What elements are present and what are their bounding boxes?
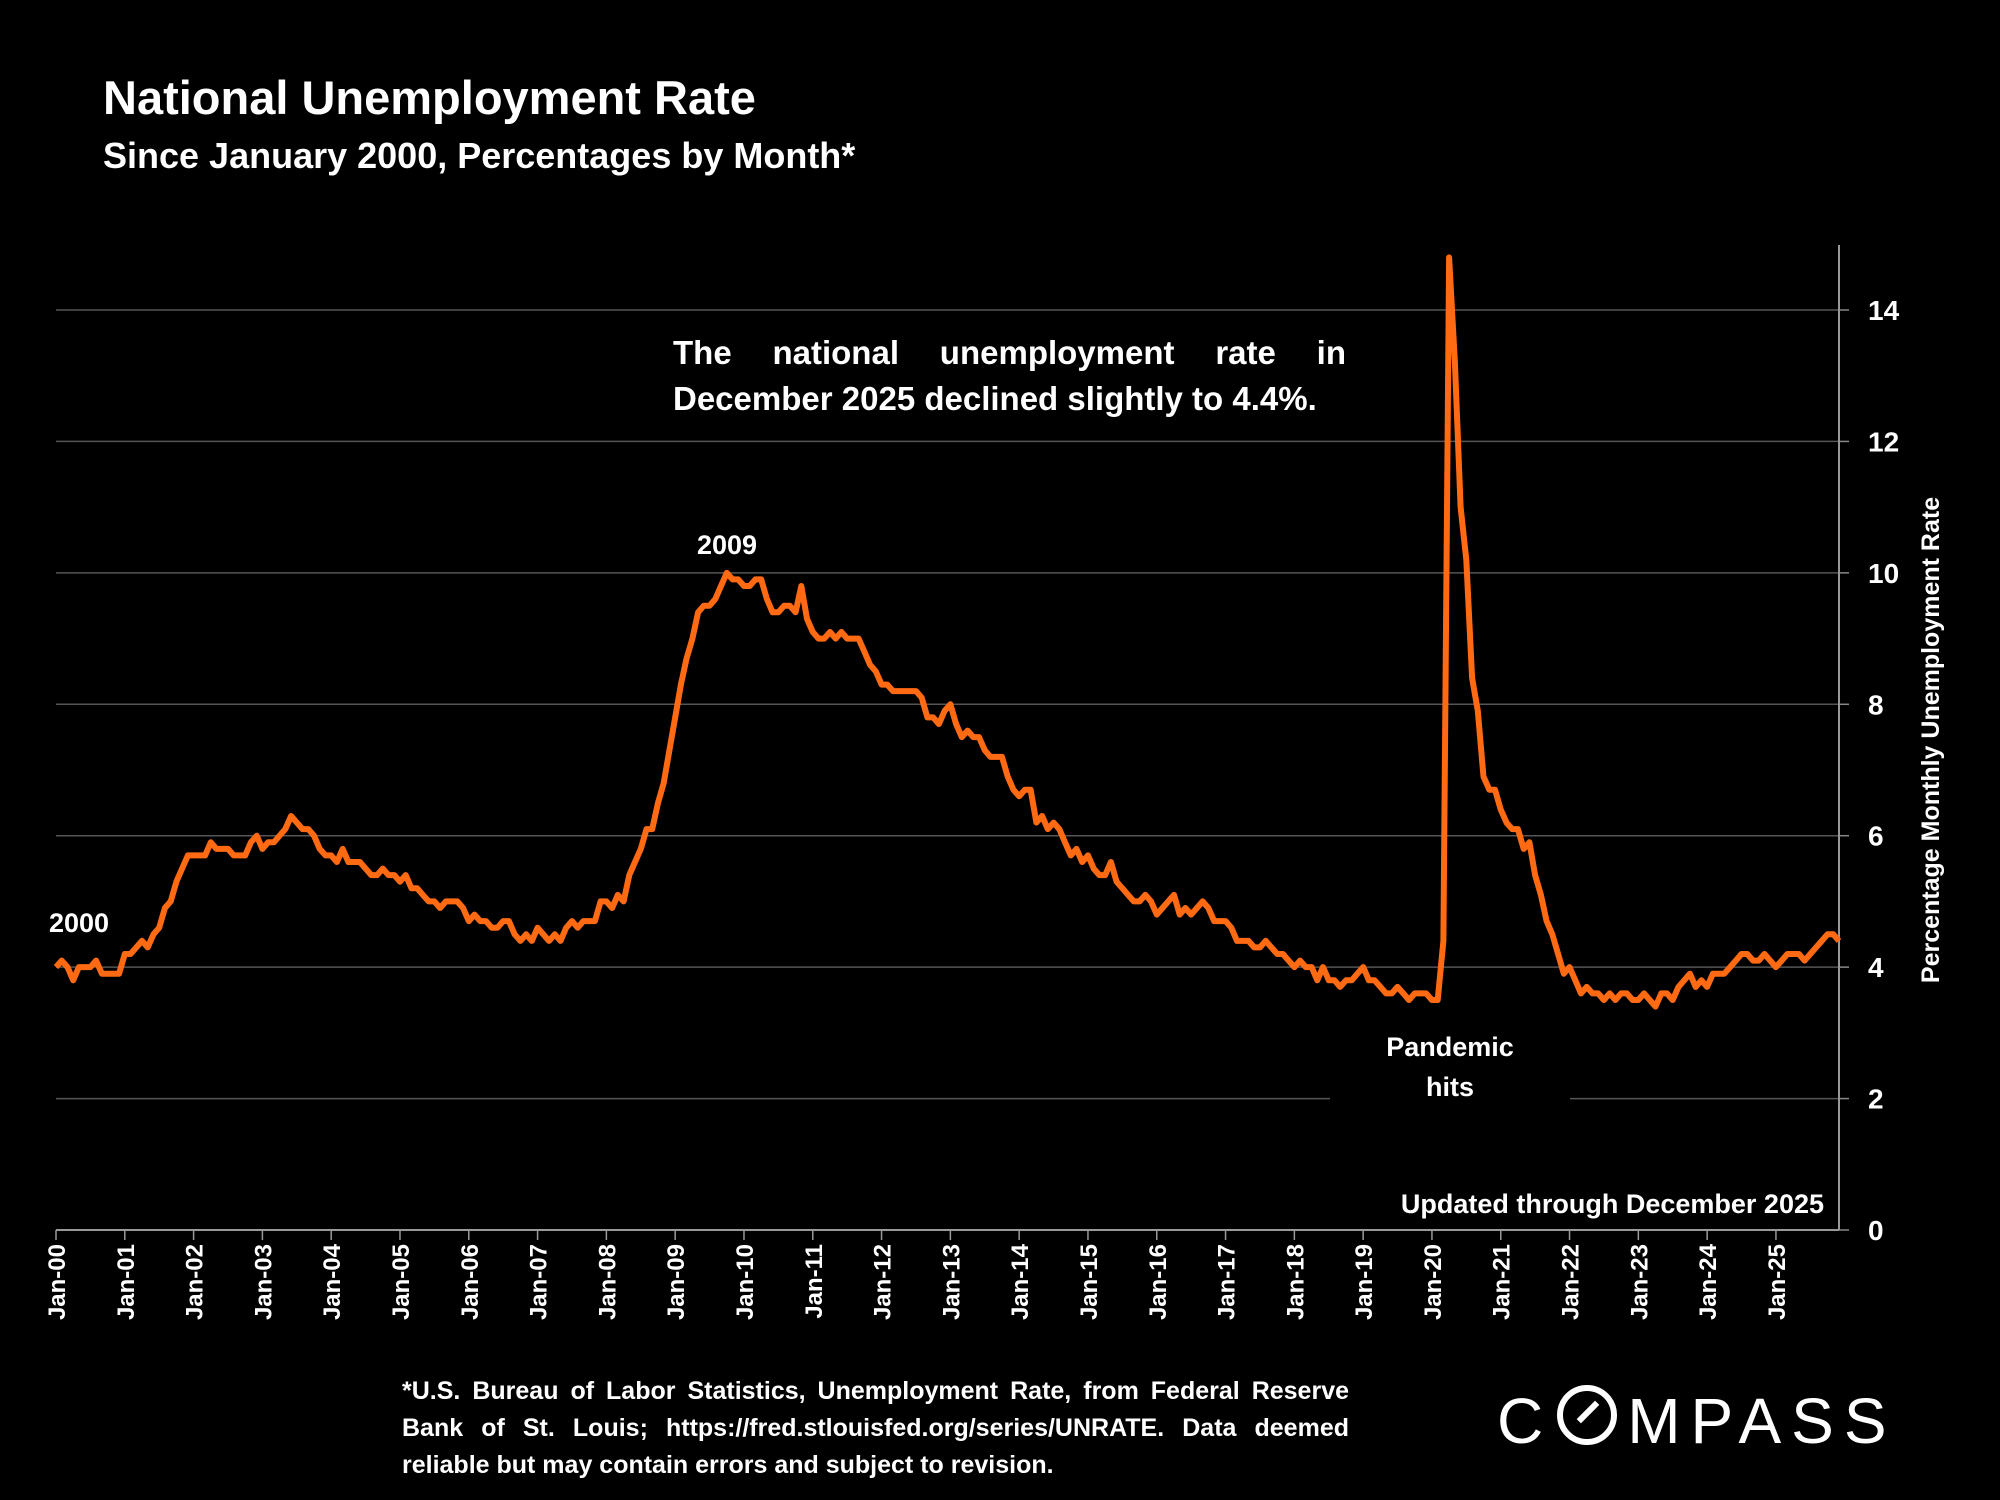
- x-tick-label: Jan-02: [182, 1244, 209, 1320]
- y-axis-label: Percentage Monthly Unemployment Rate: [1917, 497, 1945, 983]
- x-tick-label: Jan-18: [1282, 1244, 1309, 1320]
- gridlines: [56, 309, 1849, 1231]
- compass-logo: C MPASS: [1497, 1385, 1897, 1457]
- x-tick-label: Jan-01: [113, 1244, 140, 1320]
- y-tick-label: 2: [1868, 1084, 1884, 1115]
- x-tick-label: Jan-05: [388, 1244, 415, 1320]
- y-tick-label: 8: [1868, 689, 1884, 720]
- x-tick-label: Jan-08: [594, 1244, 621, 1320]
- headline-annotation: The national unemployment rate in Decemb…: [673, 334, 1346, 417]
- x-tick-label: Jan-13: [938, 1244, 965, 1320]
- x-tick-label: Jan-14: [1007, 1243, 1034, 1320]
- annotation-2000: 2000: [49, 908, 109, 938]
- x-tick-label: Jan-24: [1695, 1243, 1722, 1320]
- x-tick-label: Jan-06: [457, 1244, 484, 1320]
- chart-title: National Unemployment Rate: [103, 71, 756, 124]
- y-tick-label: 0: [1868, 1215, 1884, 1246]
- x-tick-label: Jan-00: [44, 1244, 71, 1320]
- x-tick-label: Jan-19: [1351, 1244, 1378, 1320]
- x-tick-label: Jan-21: [1489, 1244, 1516, 1320]
- x-tick-label: Jan-07: [526, 1244, 553, 1320]
- source-footnote: *U.S. Bureau of Labor Statistics, Unempl…: [402, 1377, 1349, 1479]
- y-tick-label: 10: [1868, 558, 1899, 589]
- y-tick-label: 6: [1868, 821, 1884, 852]
- compass-logo-o-mark: [1557, 1385, 1618, 1445]
- x-tick-label: Jan-23: [1626, 1244, 1653, 1320]
- x-tick-label: Jan-16: [1145, 1244, 1172, 1320]
- x-tick-label: Jan-11: [801, 1244, 828, 1319]
- x-tick-label: Jan-22: [1558, 1244, 1585, 1320]
- x-tick-label: Jan-25: [1764, 1244, 1791, 1320]
- y-tick-label: 12: [1868, 426, 1899, 457]
- annotation-2009: 2009: [697, 530, 757, 560]
- x-tick-label: Jan-17: [1214, 1244, 1241, 1320]
- unemployment-rate-line: [53, 254, 1842, 1010]
- y-tick-labels: 0 2 4 6 8 10 12 14: [1868, 295, 1900, 1246]
- x-tick-label: Jan-10: [732, 1244, 759, 1320]
- x-tick-label: Jan-15: [1076, 1244, 1103, 1320]
- y-tick-label: 4: [1868, 952, 1884, 983]
- y-tick-label: 14: [1868, 295, 1900, 326]
- x-tick-label: Jan-03: [250, 1244, 277, 1320]
- x-tick-label: Jan-09: [663, 1244, 690, 1320]
- x-tick-label: Jan-12: [870, 1244, 897, 1320]
- pandemic-label-bg: [1330, 1030, 1570, 1100]
- annotation-pandemic-hits: Pandemic hits: [1386, 1032, 1514, 1102]
- chart-subtitle: Since January 2000, Percentages by Month…: [103, 135, 856, 176]
- x-tick-label: Jan-20: [1420, 1244, 1447, 1320]
- x-tick-label: Jan-04: [319, 1243, 346, 1320]
- x-tick-labels: Jan-00 Jan-01 Jan-02 Jan-03 Jan-04 Jan-05 Jan-…: [44, 1230, 1791, 1320]
- annotation-updated-through: Updated through December 2025: [1401, 1189, 1824, 1219]
